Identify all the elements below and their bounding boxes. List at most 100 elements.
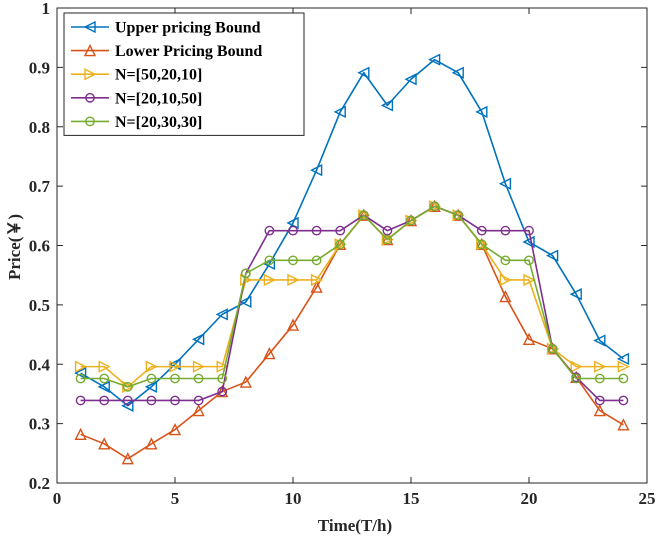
legend-swatch-marker — [85, 116, 95, 127]
data-point — [192, 333, 205, 346]
data-point — [617, 360, 630, 373]
data-point — [286, 216, 299, 230]
legend-swatch-marker — [85, 92, 95, 103]
data-point — [476, 238, 489, 251]
data-point — [97, 380, 110, 393]
y-tick-label: 0.9 — [29, 58, 50, 77]
data-point — [522, 235, 535, 249]
data-point — [500, 225, 511, 236]
data-point — [192, 403, 205, 417]
x-tick-label: 15 — [403, 489, 420, 508]
data-point — [498, 177, 512, 190]
data-point — [618, 373, 629, 384]
data-point — [593, 334, 606, 347]
data-point — [146, 373, 157, 384]
data-point — [358, 209, 371, 222]
data-point — [429, 201, 440, 212]
data-point — [335, 239, 346, 250]
data-point — [452, 209, 465, 222]
data-point — [240, 268, 251, 279]
data-point — [617, 418, 630, 431]
data-point — [333, 105, 346, 119]
data-point — [145, 437, 158, 450]
data-point — [618, 395, 629, 406]
data-point — [74, 367, 87, 380]
y-tick-label: 0.8 — [29, 118, 50, 137]
data-point — [263, 273, 276, 287]
legend-label: N=[20,30,30] — [115, 114, 202, 131]
data-point — [192, 360, 206, 373]
data-point — [169, 360, 182, 373]
data-point — [215, 308, 228, 321]
series-1 — [74, 53, 630, 412]
data-point — [122, 380, 135, 393]
data-point — [263, 346, 276, 360]
data-point — [428, 200, 442, 213]
data-point — [571, 373, 582, 384]
data-point — [357, 208, 370, 221]
x-tick-label: 25 — [639, 489, 656, 508]
data-point — [217, 386, 228, 397]
data-point — [122, 395, 133, 406]
data-point — [288, 255, 298, 266]
data-point — [405, 214, 418, 227]
data-point — [335, 225, 346, 236]
data-point — [74, 360, 88, 373]
y-tick-label: 1 — [42, 0, 51, 18]
data-point — [451, 66, 464, 79]
data-point — [380, 99, 394, 112]
x-tick-label: 5 — [171, 489, 180, 508]
y-tick-label: 0.4 — [29, 355, 51, 374]
data-point — [99, 395, 110, 406]
data-point — [146, 395, 157, 406]
series-5 — [75, 201, 629, 392]
legend-swatch-marker — [83, 20, 96, 34]
legend-swatch-marker — [83, 44, 97, 57]
data-point — [406, 215, 416, 226]
data-point — [170, 395, 180, 406]
data-point — [404, 213, 418, 227]
data-point — [524, 255, 534, 266]
data-point — [311, 225, 322, 236]
data-point — [381, 233, 394, 246]
legend-entry: Lower Pricing Bound — [71, 43, 262, 60]
data-point — [262, 257, 276, 271]
series-line — [80, 205, 624, 460]
data-point — [428, 199, 441, 213]
data-point — [216, 384, 229, 398]
data-point — [310, 163, 323, 177]
x-tick-label: 10 — [285, 489, 302, 508]
y-tick-label: 0.7 — [29, 177, 51, 196]
data-point — [594, 360, 607, 373]
data-point — [98, 360, 111, 373]
data-point — [287, 273, 300, 287]
data-point — [523, 273, 536, 287]
data-point — [593, 403, 606, 417]
data-point — [310, 280, 323, 293]
data-point — [334, 237, 347, 251]
data-point — [524, 225, 534, 236]
data-point — [168, 422, 182, 436]
legend: Upper pricing Bound Lower Pricing Bound N=… — [63, 12, 305, 136]
data-point — [547, 343, 558, 354]
data-point — [145, 360, 158, 373]
data-point — [75, 373, 86, 384]
data-point — [522, 332, 536, 346]
legend-entry: N=[20,10,50] — [71, 90, 202, 107]
legend-entry: N=[50,20,10] — [71, 67, 202, 84]
data-point — [98, 437, 111, 450]
data-point — [476, 225, 487, 236]
data-point — [239, 375, 252, 388]
data-point — [453, 210, 464, 221]
data-point — [428, 53, 441, 66]
data-point — [121, 399, 134, 412]
data-point — [357, 66, 370, 79]
legend-swatch-marker — [84, 68, 97, 81]
data-point — [499, 289, 512, 303]
data-point — [594, 395, 605, 406]
data-point — [216, 360, 229, 373]
data-point — [382, 234, 393, 245]
legend-label: N=[50,20,10] — [115, 67, 202, 84]
data-point — [217, 373, 228, 384]
